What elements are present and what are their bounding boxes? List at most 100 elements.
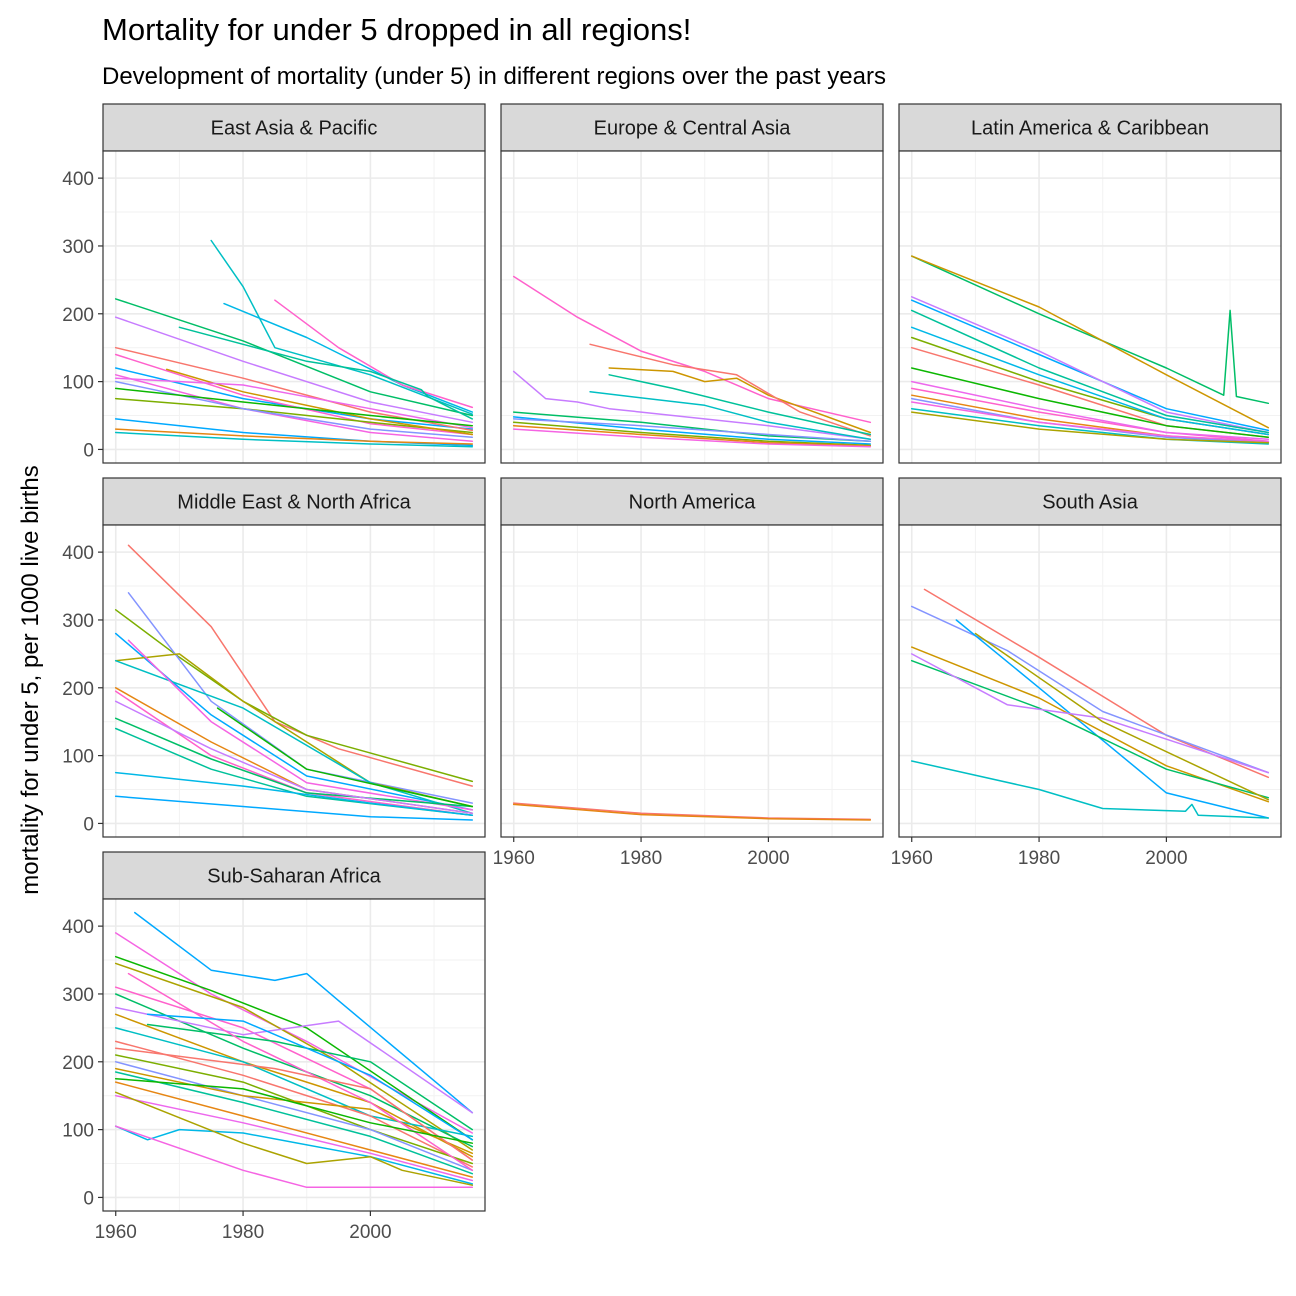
series-line (114, 298, 474, 417)
series-line (274, 299, 474, 409)
strip-north-america (500, 477, 884, 526)
series-line (114, 1040, 474, 1168)
series-line (114, 431, 474, 448)
series-line (114, 1081, 474, 1178)
series-line (114, 1125, 474, 1189)
x-tick-label: 2000 (1145, 848, 1187, 869)
strip-label: Europe & Central Asia (594, 118, 792, 140)
series-line (910, 760, 1270, 819)
series-line (114, 1027, 474, 1138)
series-line (114, 1067, 474, 1155)
series-line (210, 239, 474, 415)
series-line (114, 377, 474, 429)
series-line (114, 955, 474, 1141)
series-line (216, 707, 474, 808)
strip-east-asia-and-pacific (102, 103, 486, 152)
y-tick-label: 200 (62, 679, 94, 700)
series-group (114, 911, 474, 1189)
series-group (114, 239, 474, 448)
series-line (114, 1061, 474, 1172)
panel-background (103, 525, 485, 837)
y-tick-label: 300 (62, 985, 94, 1006)
panel-middle-east-and-north-africa: Middle East & North Africa 0 100 200 300 400 (62, 477, 486, 838)
panel-border (102, 524, 486, 838)
x-tick-label: 1980 (222, 1222, 264, 1243)
panel-background (899, 525, 1281, 837)
series-line (127, 639, 474, 811)
panel-border (102, 150, 486, 464)
series-line (910, 367, 1270, 438)
series-line (955, 619, 1270, 819)
series-line (114, 374, 474, 443)
y-tick-label: 300 (62, 237, 94, 258)
series-line (114, 1125, 474, 1185)
strip-latin-america-and-caribbean (898, 103, 1282, 152)
series-group (114, 544, 474, 821)
chart-title: Mortality for under 5 dropped in all reg… (102, 12, 691, 47)
strip-label: North America (629, 492, 757, 514)
series-line (974, 632, 1270, 801)
strip-label: East Asia & Pacific (211, 118, 378, 140)
panel-border (898, 150, 1282, 464)
panel-border (500, 150, 884, 464)
x-tick-label: 1960 (95, 1222, 137, 1243)
series-line (114, 771, 474, 817)
series-line (127, 972, 474, 1172)
series-line (910, 387, 1270, 443)
x-tick-label: 1960 (493, 848, 535, 869)
y-tick-label: 200 (62, 1053, 94, 1074)
panel-background (501, 525, 883, 837)
series-line (114, 717, 474, 808)
strip-south-asia (898, 477, 1282, 526)
y-tick-label: 200 (62, 305, 94, 326)
series-line (114, 690, 474, 817)
series-line (910, 411, 1270, 444)
x-tick-label: 2000 (349, 1222, 391, 1243)
series-line (910, 309, 1270, 434)
series-line (114, 1077, 474, 1144)
strip-sub-saharan-africa (102, 851, 486, 900)
facet-panels: East Asia & Pacific 0 100 200 300 400 Europe &… (62, 103, 1282, 1243)
series-line (910, 605, 1270, 774)
panel-north-america: North America 1960 1980 2000 (493, 477, 884, 869)
y-tick-label: 400 (62, 169, 94, 190)
series-group (512, 802, 872, 821)
y-tick-label: 0 (83, 1188, 94, 1209)
series-line (114, 1006, 474, 1114)
y-tick-label: 0 (83, 814, 94, 835)
series-line (223, 302, 474, 413)
series-line (114, 387, 474, 427)
series-line (512, 428, 872, 448)
series-line (910, 380, 1270, 441)
panel-border (898, 524, 1282, 838)
x-tick-label: 1980 (620, 848, 662, 869)
series-line (114, 795, 474, 821)
series-line (512, 421, 872, 447)
series-line (608, 367, 872, 434)
panel-east-asia-and-pacific: East Asia & Pacific 0 100 200 300 400 (62, 103, 486, 464)
strip-label: Latin America & Caribbean (971, 118, 1209, 140)
series-line (146, 1013, 474, 1141)
series-line (512, 418, 872, 443)
series-line (910, 326, 1270, 436)
y-tick-label: 400 (62, 917, 94, 938)
series-line (910, 653, 1270, 774)
y-tick-label: 400 (62, 543, 94, 564)
series-line (589, 391, 872, 441)
series-line (512, 370, 872, 441)
series-line (910, 296, 1270, 434)
panel-background (899, 151, 1281, 463)
x-tick-label: 1960 (891, 848, 933, 869)
series-line (589, 343, 872, 437)
panel-border (500, 524, 884, 838)
series-line (910, 255, 1270, 429)
series-group (512, 275, 872, 448)
series-line (178, 326, 474, 420)
series-line (127, 592, 474, 804)
panel-background (103, 899, 485, 1211)
series-line (114, 962, 474, 1151)
y-tick-label: 0 (83, 440, 94, 461)
y-tick-label: 100 (62, 747, 94, 768)
x-tick-label: 1980 (1018, 848, 1060, 869)
